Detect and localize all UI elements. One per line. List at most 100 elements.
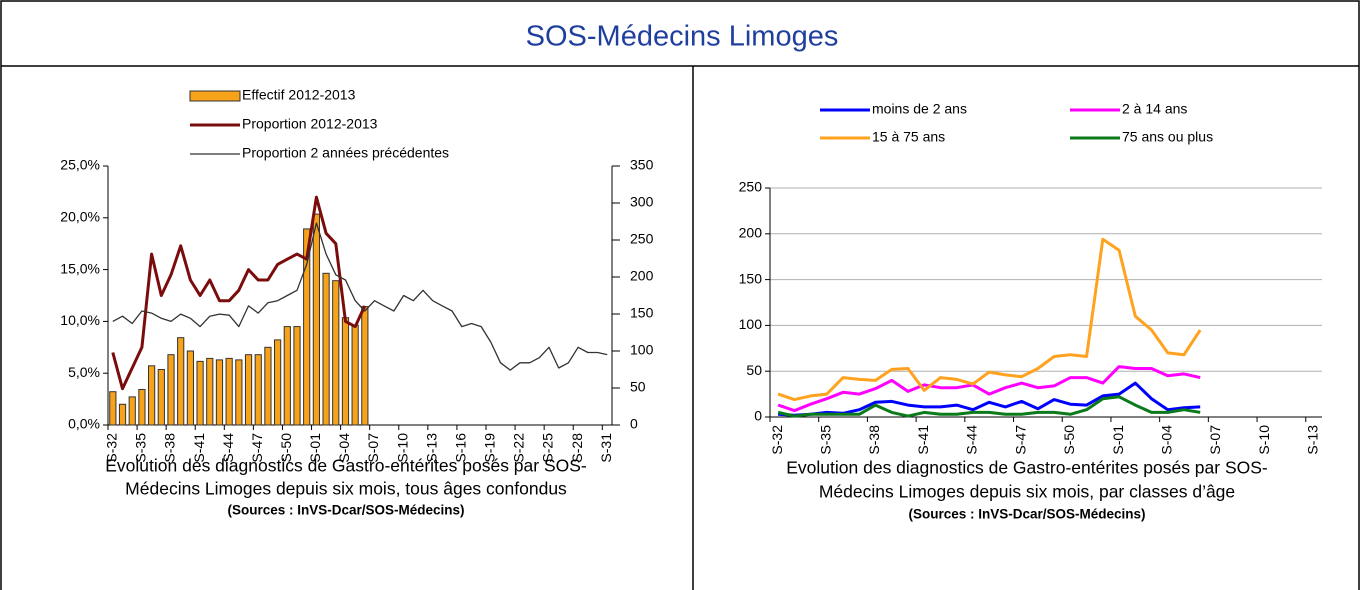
- line: [111, 195, 367, 391]
- legend-label: Effectif 2012-2013: [242, 87, 356, 103]
- legend-label: 15 à 75 ans: [872, 129, 945, 145]
- x-tick-label: S-19: [482, 433, 498, 463]
- bar: [128, 396, 136, 426]
- y2-tick-label: 250: [630, 231, 654, 247]
- legend-label: moins de 2 ans: [872, 101, 967, 117]
- x-tick-label: S-07: [365, 433, 381, 463]
- y-tick-label: 150: [739, 270, 763, 286]
- bar: [361, 306, 369, 426]
- bar: [351, 324, 359, 426]
- y-tick-label: 200: [739, 225, 763, 241]
- bar: [244, 354, 253, 426]
- legend-swatch: [189, 90, 241, 102]
- x-tick-label: S-22: [511, 433, 527, 463]
- x-tick-label: S-31: [598, 433, 614, 463]
- y-tick-label: 100: [739, 316, 763, 332]
- x-tick-label: S-07: [1207, 425, 1223, 455]
- legend-label: Proportion 2012-2013: [242, 116, 378, 132]
- y-tick-label: 25,0%: [60, 157, 100, 173]
- x-tick-label: S-35: [133, 433, 149, 463]
- x-tick-label: S-10: [1256, 425, 1272, 455]
- bar: [109, 391, 117, 426]
- bar: [118, 403, 127, 426]
- bar: [283, 326, 291, 426]
- bar: [225, 357, 233, 426]
- line: [777, 395, 1201, 418]
- bar: [274, 339, 282, 426]
- x-tick-label: S-13: [423, 433, 439, 463]
- y-tick-label: 20,0%: [60, 209, 100, 225]
- caption: Médecins Limoges depuis six mois, tous â…: [125, 479, 567, 499]
- x-tick-label: S-01: [307, 433, 323, 463]
- y-tick-label: 5,0%: [68, 364, 100, 380]
- x-tick-label: S-47: [249, 433, 265, 463]
- page-title: SOS-Médecins Limoges: [526, 21, 839, 53]
- y-tick-label: 0: [754, 408, 762, 424]
- x-tick-label: S-04: [1158, 425, 1174, 455]
- x-tick-label: S-32: [769, 425, 785, 455]
- y-tick-label: 50: [746, 362, 762, 378]
- legend-label: 75 ans ou plus: [1122, 129, 1213, 145]
- source: (Sources : InVS-Dcar/SOS-Médecins): [908, 507, 1145, 522]
- bar: [167, 354, 175, 426]
- x-tick-label: S-41: [191, 433, 207, 463]
- bar: [138, 388, 146, 426]
- x-tick-label: S-13: [1305, 425, 1321, 455]
- bar: [303, 228, 311, 426]
- x-tick-label: S-16: [452, 433, 468, 463]
- source: (Sources : InVS-Dcar/SOS-Médecins): [227, 503, 464, 518]
- x-tick-label: S-28: [569, 433, 585, 463]
- bar: [186, 350, 194, 426]
- bar: [332, 280, 340, 426]
- y-tick-label: 250: [739, 179, 763, 195]
- bar: [293, 326, 301, 426]
- line: [778, 381, 1201, 417]
- y-tick-label: 15,0%: [60, 260, 100, 276]
- x-tick-label: S-47: [1012, 425, 1028, 455]
- x-tick-label: S-25: [540, 433, 556, 463]
- legend-label: Proportion 2 années précédentes: [242, 145, 449, 161]
- line: [777, 237, 1202, 402]
- x-tick-label: S-32: [104, 433, 120, 463]
- caption: Médecins Limoges depuis six mois, par cl…: [819, 482, 1235, 502]
- y2-tick-label: 0: [630, 416, 638, 432]
- x-tick-label: S-44: [964, 425, 980, 455]
- line: [112, 222, 608, 371]
- x-tick-label: S-41: [915, 425, 931, 455]
- x-tick-label: S-50: [1061, 425, 1077, 455]
- bar: [264, 346, 272, 426]
- bar: [215, 359, 224, 426]
- y-tick-label: 0,0%: [68, 416, 100, 432]
- y2-tick-label: 150: [630, 305, 654, 321]
- x-tick-label: S-50: [278, 433, 294, 463]
- x-tick-label: S-38: [866, 425, 882, 455]
- x-tick-label: S-01: [1110, 425, 1126, 455]
- x-tick-label: S-38: [162, 433, 178, 463]
- bar: [322, 272, 330, 426]
- x-tick-label: S-44: [220, 433, 236, 463]
- caption: Evolution des diagnostics de Gastro-enté…: [786, 458, 1268, 478]
- y2-tick-label: 200: [630, 268, 654, 284]
- bar: [157, 369, 165, 426]
- x-tick-label: S-10: [394, 433, 410, 463]
- y2-tick-label: 100: [630, 342, 654, 358]
- bar: [235, 359, 243, 426]
- bar: [341, 317, 350, 426]
- bar: [177, 337, 185, 426]
- x-tick-label: S-04: [336, 433, 352, 463]
- bar: [148, 365, 156, 426]
- legend-label: 2 à 14 ans: [1122, 101, 1187, 117]
- caption: Evolution des diagnostics de Gastro-enté…: [105, 456, 587, 476]
- bar: [196, 360, 204, 426]
- y-tick-label: 10,0%: [60, 312, 100, 328]
- y2-tick-label: 300: [630, 194, 654, 210]
- y2-tick-label: 350: [630, 157, 654, 173]
- bar: [254, 354, 262, 426]
- x-tick-label: S-35: [818, 425, 834, 455]
- line: [777, 365, 1201, 413]
- bar: [206, 357, 214, 426]
- y2-tick-label: 50: [630, 379, 646, 395]
- bar: [312, 213, 320, 426]
